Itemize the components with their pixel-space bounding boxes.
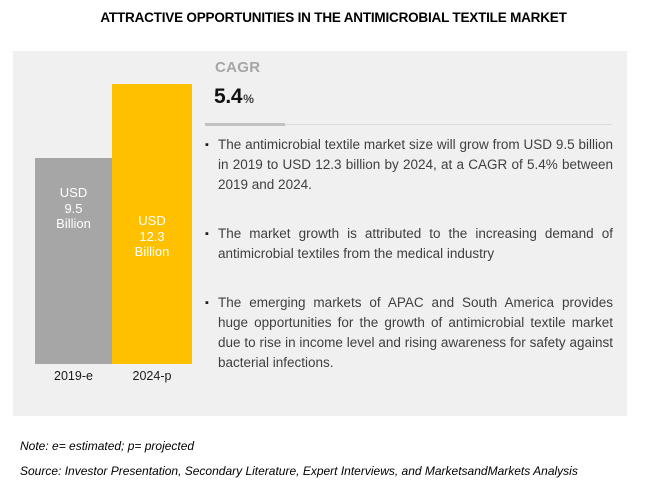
cagr-value: 5.4% xyxy=(214,85,254,109)
source-text: Source: Investor Presentation, Secondary… xyxy=(20,464,578,478)
bullet-text: The antimicrobial textile market size wi… xyxy=(218,137,613,192)
note-text: Note: e= estimated; p= projected xyxy=(20,439,195,453)
bar-2019-label-line: 9.5 xyxy=(64,200,83,216)
list-item: ▪ The market growth is attributed to the… xyxy=(205,224,613,264)
axis-label-2019: 2019-e xyxy=(54,369,93,383)
bar-2019-label-line: USD xyxy=(59,185,88,200)
bar-2024-label-line: USD xyxy=(138,213,166,228)
percent-sign: % xyxy=(243,92,254,106)
cagr-label: CAGR xyxy=(215,59,261,76)
divider-dark-segment xyxy=(205,123,285,126)
bullet-list: ▪ The antimicrobial textile market size … xyxy=(205,135,613,373)
bar-2024: USD 12.3 Billion xyxy=(112,84,192,364)
bullet-text: The emerging markets of APAC and South A… xyxy=(218,295,613,370)
list-item: ▪ The emerging markets of APAC and South… xyxy=(205,293,613,373)
bullet-square-icon: ▪ xyxy=(205,228,209,240)
bullet-square-icon: ▪ xyxy=(205,139,209,151)
bullet-square-icon: ▪ xyxy=(205,297,209,309)
page-title: ATTRACTIVE OPPORTUNITIES IN THE ANTIMICR… xyxy=(100,10,567,25)
bar-2024-label-line: Billion xyxy=(134,244,170,259)
section-divider xyxy=(205,123,612,126)
bar-2019: USD 9.5 Billion xyxy=(35,158,112,364)
bar-2019-label-line: Billion xyxy=(56,216,91,231)
axis-label-2024: 2024-p xyxy=(132,369,172,383)
bullet-text: The market growth is attributed to the i… xyxy=(218,226,613,261)
divider-light-segment xyxy=(285,124,612,125)
list-item: ▪ The antimicrobial textile market size … xyxy=(205,135,613,195)
cagr-number: 5.4 xyxy=(214,85,243,108)
bar-2024-label-line: 12.3 xyxy=(139,228,165,244)
